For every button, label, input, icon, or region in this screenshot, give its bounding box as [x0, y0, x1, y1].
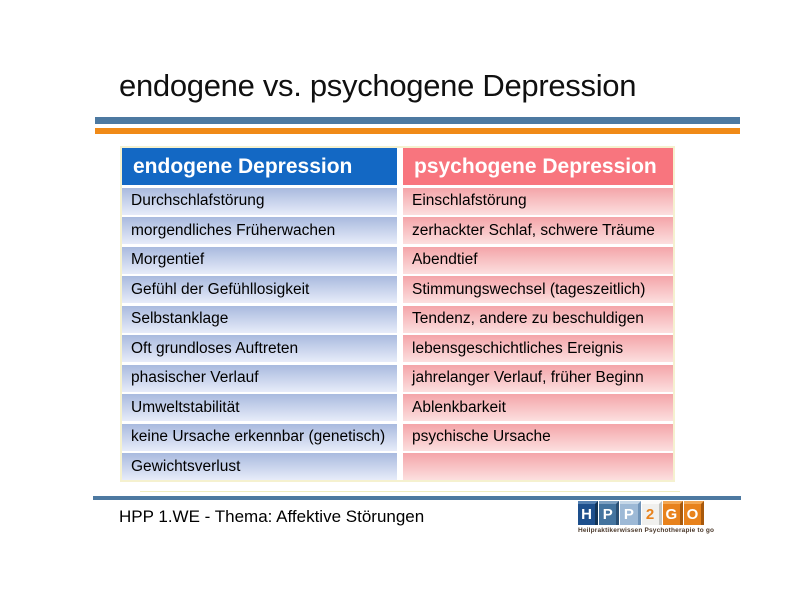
logo-block-h: H — [578, 501, 599, 525]
column-header-psychogene: psychogene Depression — [403, 148, 673, 185]
table-cell-psychogene-9 — [403, 453, 673, 480]
logo-block-2: 2 — [641, 501, 662, 525]
table-bottom-accent-line — [140, 491, 680, 492]
footer-note: HPP 1.WE - Thema: Affektive Störungen — [119, 507, 425, 526]
title-divider-blue — [95, 117, 740, 124]
table-cell-endogene-7: Umweltstabilität — [122, 394, 397, 421]
table-cell-endogene-6: phasischer Verlauf — [122, 364, 397, 392]
table-cell-psychogene-5: lebensgeschichtliches Ereignis — [403, 335, 673, 362]
table-cell-psychogene-8: psychische Ursache — [403, 423, 673, 451]
table-cell-endogene-1: morgendliches Früherwachen — [122, 217, 397, 244]
logo-tagline: Heilpraktikerwissen Psychotherapie to go — [578, 527, 715, 534]
page-title: endogene vs. psychogene Depression — [119, 68, 637, 103]
title-divider-orange — [95, 128, 740, 134]
table-cell-psychogene-3: Stimmungswechsel (tageszeitlich) — [403, 276, 673, 303]
table-cell-endogene-3: Gefühl der Gefühllosigkeit — [122, 276, 397, 303]
logo-block-p2: P — [620, 501, 641, 525]
hpp2go-logo: H P P 2 G O Heilpraktikerwissen Psychoth… — [578, 501, 715, 534]
table-cell-endogene-4: Selbstanklage — [122, 305, 397, 333]
logo-block-g: G — [662, 501, 683, 525]
table-cell-endogene-5: Oft grundloses Auftreten — [122, 335, 397, 362]
table-cell-psychogene-0: Einschlafstörung — [403, 187, 673, 215]
table-cell-endogene-0: Durchschlafstörung — [122, 187, 397, 215]
table-cell-endogene-2: Morgentief — [122, 246, 397, 274]
footer-divider — [93, 496, 741, 500]
logo-block-o: O — [683, 501, 705, 525]
logo-block-p1: P — [599, 501, 620, 525]
table-cell-psychogene-4: Tendenz, andere zu beschuldigen — [403, 305, 673, 333]
table-cell-endogene-9: Gewichtsverlust — [122, 453, 397, 480]
table-cell-psychogene-2: Abendtief — [403, 246, 673, 274]
table-cell-psychogene-1: zerhackter Schlaf, schwere Träume — [403, 217, 673, 244]
table-cell-endogene-8: keine Ursache erkennbar (genetisch) — [122, 423, 397, 451]
table-cell-psychogene-6: jahrelanger Verlauf, früher Beginn — [403, 364, 673, 392]
table-cell-psychogene-7: Ablenkbarkeit — [403, 394, 673, 421]
logo-letter-blocks: H P P 2 G O — [578, 501, 705, 525]
comparison-table: endogene Depression psychogene Depressio… — [120, 146, 675, 482]
column-header-endogene: endogene Depression — [122, 148, 397, 185]
